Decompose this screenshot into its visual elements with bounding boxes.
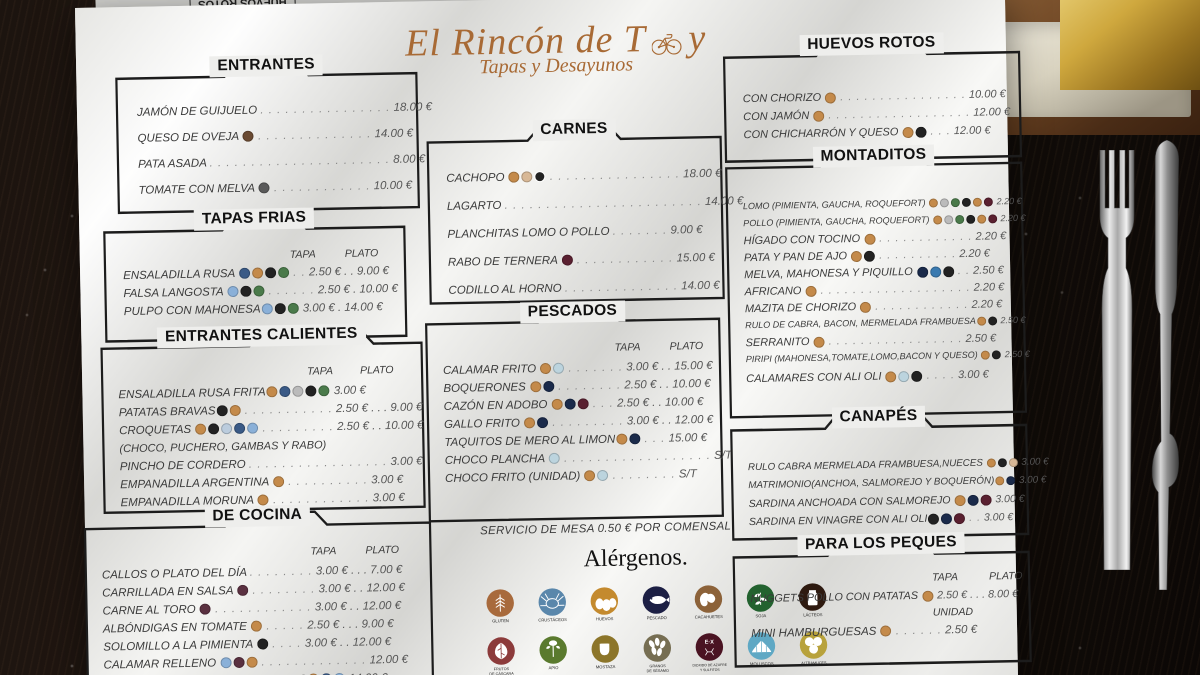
svg-text:DIOXIDO DE AZUFRE: DIOXIDO DE AZUFRE <box>692 663 727 668</box>
svg-text:E·X: E·X <box>705 639 715 645</box>
svg-text:CACAHUETES: CACAHUETES <box>695 614 723 620</box>
svg-text:DE SÉSAMO: DE SÉSAMO <box>647 668 669 673</box>
svg-text:CRUSTÁCEOS: CRUSTÁCEOS <box>538 617 567 623</box>
svg-text:GLUTEN: GLUTEN <box>492 618 509 623</box>
svg-text:HUEVOS: HUEVOS <box>596 616 614 621</box>
svg-text:PESCADO: PESCADO <box>647 615 667 620</box>
svg-text:FRUTOS: FRUTOS <box>494 667 510 671</box>
svg-text:Y SULFITOS: Y SULFITOS <box>700 668 721 672</box>
svg-text:MOSTAZA: MOSTAZA <box>596 664 616 669</box>
svg-text:GRANOS: GRANOS <box>649 664 666 668</box>
svg-text:APIO: APIO <box>549 665 559 670</box>
